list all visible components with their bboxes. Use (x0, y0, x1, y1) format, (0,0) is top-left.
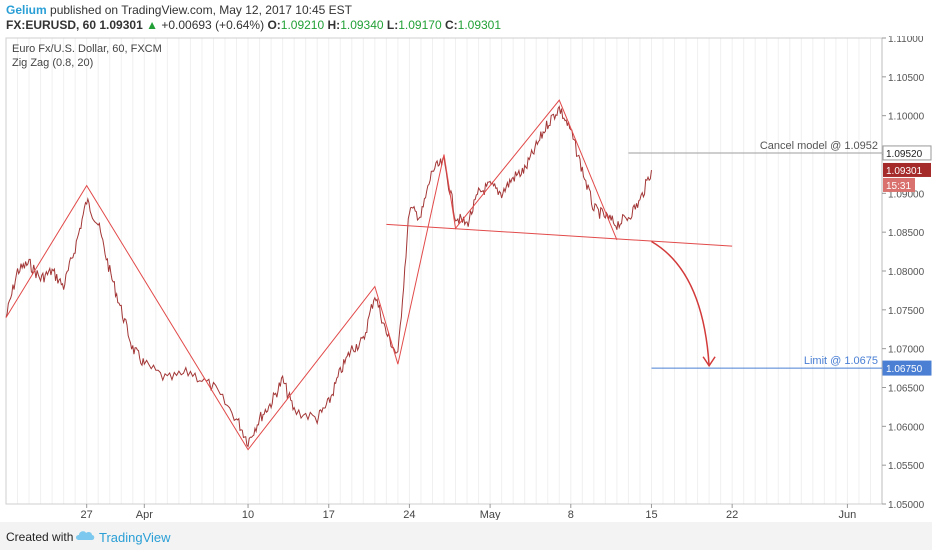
y-tick-label: 1.10000 (888, 112, 925, 123)
arrow-head-icon (702, 356, 716, 368)
zigzag-line (5, 99, 618, 451)
legend-indicator: Zig Zag (0.8, 20) (12, 57, 93, 69)
level-badge-text: 1.06750 (886, 364, 923, 375)
x-tick-label: 17 (323, 509, 335, 520)
neckline[interactable] (386, 223, 733, 247)
levels[interactable]: Cancel model @ 1.0952 1.09520 Limit @ 1.06… (628, 140, 932, 376)
grid (5, 38, 883, 504)
publish-line: Gelium published on TradingView.com, May… (6, 3, 352, 17)
level-label: Limit @ 1.0675 (804, 355, 878, 367)
y-tick-label: 1.09000 (888, 189, 925, 200)
projection-arrow[interactable] (651, 240, 716, 368)
arrow-curve (651, 240, 710, 366)
change-up-icon: ▲ (146, 18, 158, 32)
x-axis[interactable]: 27 Apr 10 17 24 May 8 15 22 Jun (81, 504, 857, 521)
level-badge-text: 1.09520 (886, 149, 923, 160)
x-tick-label: 24 (403, 509, 415, 520)
level-label: Cancel model @ 1.0952 (760, 140, 878, 152)
zigzag-series (5, 99, 618, 451)
y-tick-label: 1.05000 (888, 500, 925, 511)
x-tick-label: 22 (726, 509, 738, 520)
y-tick-label: 1.07000 (888, 345, 925, 356)
neckline-line (386, 223, 733, 247)
last-price-badge-text: 1.09301 (886, 166, 923, 177)
x-tick-label: 15 (645, 509, 657, 520)
price-line (5, 105, 652, 448)
y-axis[interactable]: 1.110001.105001.100001.095001.090001.085… (881, 34, 925, 511)
price-change: +0.00693 (+0.64%) (161, 18, 265, 32)
symbol[interactable]: FX:EURUSD, 60 (6, 18, 97, 32)
y-tick-label: 1.07500 (888, 306, 925, 317)
x-tick-label: May (480, 509, 501, 520)
tradingview-cloud-icon[interactable] (74, 528, 96, 545)
price-series (5, 105, 652, 448)
open-value: 1.09210 (280, 18, 325, 32)
countdown-badge-text: 15:31 (886, 181, 911, 192)
low-label: L: (386, 18, 399, 32)
y-tick-label: 1.06500 (888, 384, 925, 395)
high-value: 1.09340 (340, 18, 384, 32)
close-value: 1.09301 (457, 18, 502, 32)
last-price-marker: 1.09301 15:31 (883, 162, 931, 192)
last-price: 1.09301 (99, 18, 143, 32)
level-badge (882, 145, 932, 161)
x-tick-label: Jun (839, 509, 857, 520)
price-chart[interactable]: Euro Fx/U.S. Dollar, 60, FXCM Zig Zag (0… (0, 34, 932, 521)
high-label: H: (327, 18, 341, 32)
tradingview-brand[interactable]: TradingView (99, 530, 171, 545)
y-tick-label: 1.08000 (888, 267, 925, 278)
x-tick-label: 10 (242, 509, 254, 520)
x-tick-label: Apr (136, 509, 153, 520)
x-tick-label: 27 (81, 509, 93, 520)
x-tick-label: 8 (568, 509, 574, 520)
chart-header: Gelium published on TradingView.com, May… (0, 0, 932, 36)
y-tick-label: 1.10500 (888, 73, 925, 84)
y-tick-label: 1.06000 (888, 422, 925, 433)
author-link[interactable]: Gelium (6, 3, 47, 17)
level-badge (882, 360, 932, 376)
y-tick-label: 1.05500 (888, 461, 925, 472)
chart-area[interactable]: Euro Fx/U.S. Dollar, 60, FXCM Zig Zag (0… (0, 34, 932, 521)
footer-bar: Created with TradingView (0, 522, 932, 550)
symbol-line: FX:EURUSD, 60 1.09301 ▲ +0.00693 (+0.64%… (6, 18, 501, 32)
low-value: 1.09170 (398, 18, 442, 32)
open-label: O: (267, 18, 281, 32)
y-tick-label: 1.11000 (888, 36, 924, 45)
countdown-badge (883, 177, 915, 192)
last-price-badge (883, 162, 931, 177)
close-label: C: (444, 18, 458, 32)
created-with-text: Created with (6, 530, 74, 544)
legend-title: Euro Fx/U.S. Dollar, 60, FXCM (12, 43, 162, 55)
published-text: published on TradingView.com, May 12, 20… (50, 3, 352, 17)
y-tick-label: 1.08500 (888, 228, 925, 239)
